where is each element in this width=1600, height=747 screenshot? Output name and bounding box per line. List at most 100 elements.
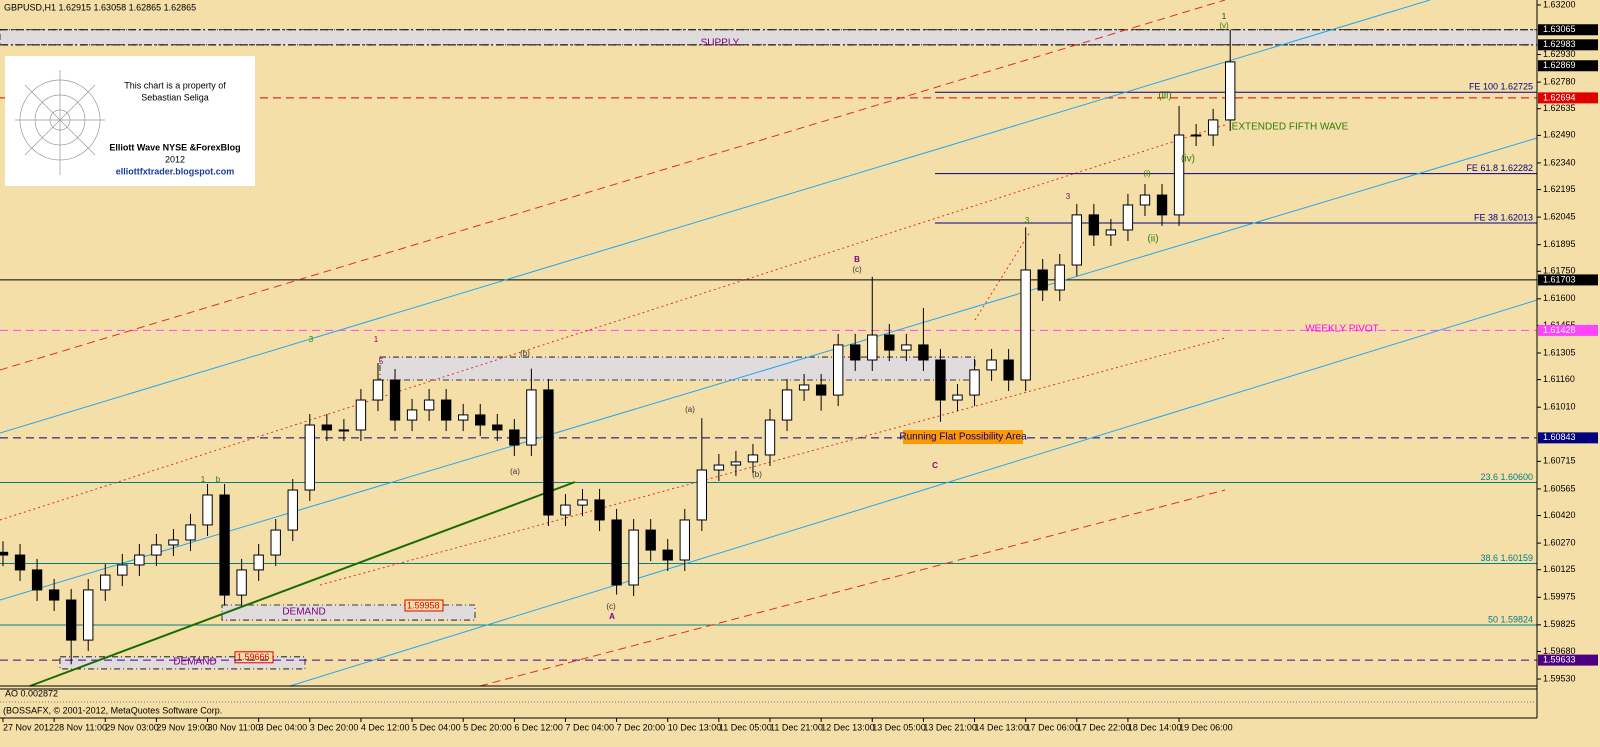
x-tick-label: 17 Dec 06:00 [1026,722,1080,732]
footer: (BOSSAFX, © 2001-2012, MetaQuotes Softwa… [3,705,222,715]
level-label: 1.60843 [1543,432,1576,442]
candle-body [764,419,776,456]
candle-body [151,544,162,556]
channel-line [319,337,1226,586]
x-tick-label: 7 Dec 20:00 [617,722,666,732]
candle-body [935,359,946,401]
x-tick-label: 11 Dec 05:00 [719,722,772,732]
annotation: (ii) [1147,234,1158,245]
level-label: 1.59633 [1543,654,1576,664]
watermark-text: This chart is a property of [124,80,226,90]
y-tick-label: 1.59530 [1543,673,1576,683]
candle-body [645,529,656,551]
annotation: (b) [520,349,530,358]
annotation: (iii) [1158,91,1171,102]
candle-body [1207,119,1219,136]
candle-body [884,334,895,351]
level-label: 1.63065 [1543,24,1576,34]
annotation: (c) [606,602,616,611]
candle-body [832,344,844,396]
candle-body [577,499,588,506]
candle-body [850,344,861,361]
header: GBPUSD,H1 1.62915 1.63058 1.62865 1.6286… [4,2,196,12]
candle-body [492,424,503,431]
indicator-label: AO 0.002872 [5,688,58,698]
candle-body [1088,214,1100,236]
y-tick-label: 1.61750 [1543,266,1576,276]
x-tick-label: 10 Dec 13:00 [668,722,722,732]
candle-body [560,504,571,516]
annotation: 5 [379,357,384,366]
y-tick-label: 1.60715 [1543,456,1576,466]
y-tick-label: 1.61895 [1543,239,1576,249]
candle-body [1003,359,1014,381]
x-tick-label: 5 Dec 04:00 [412,722,461,732]
candle-body [0,551,9,556]
annotation: 3 [309,335,314,344]
candle-body [253,554,264,571]
level-label: 1.61428 [1543,325,1576,335]
candle-body [986,359,997,371]
level-label-box [1538,60,1598,72]
x-tick-label: 6 Dec 12:00 [514,722,563,732]
annotation: EXTENDED FIFTH WAVE [1232,122,1349,133]
candle-body [372,379,384,401]
annotation: 3 [1066,192,1071,201]
candle-body [65,599,77,641]
x-tick-label: 29 Nov 19:00 [156,722,210,732]
annotation: C [932,461,938,470]
candle-body [969,369,980,396]
watermark: This chart is a property of Sebastian Se… [5,56,255,186]
x-tick-label: 4 Dec 12:00 [361,722,410,732]
annotation: Running Flat Possibility Area [899,432,1027,443]
wave-line [974,231,1031,321]
level-label-box [1538,92,1598,104]
candle-body [202,494,213,526]
x-tick-label: 3 Dec 20:00 [310,722,359,732]
fib-label: 50 1.59824 [1488,614,1533,624]
annotation-box [903,430,1023,444]
candle-body [1020,269,1031,381]
y-tick-label: 1.60270 [1543,537,1576,547]
candle-body [440,399,452,421]
annotation: 1 [374,335,379,344]
channels [0,0,1538,687]
x-tick-label: 29 Nov 03:00 [105,722,159,732]
level-label-box [1538,432,1598,444]
candle-body [219,494,230,596]
candle-body [1156,194,1168,216]
candle-body [270,529,281,556]
candle-body [730,461,742,466]
watermark-box [5,56,255,186]
candle-body [287,489,298,531]
zone-label: 1.59666 [237,652,270,662]
y-tick-label: 1.61600 [1543,293,1576,303]
candle-body [901,344,912,351]
candle-body [1225,61,1236,121]
watermark-text: 2012 [165,154,185,164]
channel-line [0,0,1431,434]
candle-body [389,379,401,421]
annotation: A [609,612,615,621]
x-tick-label: 7 Dec 04:00 [565,722,614,732]
y-tick-label: 1.61305 [1543,347,1576,357]
annotation: 1 [201,475,206,484]
fib-label: FE 100 1.62725 [1469,82,1533,92]
channel-line [0,137,1538,601]
fib-label: FE 38 1.62013 [1474,212,1533,222]
level-label-box [1538,274,1598,286]
level-label: 1.61703 [1543,274,1576,284]
level-label: 1.62983 [1543,39,1576,49]
zone [379,356,976,381]
candle-body [679,519,690,561]
level-label-box [1538,654,1598,666]
x-tick-label: 14 Dec 13:00 [975,722,1029,732]
candle-body [31,569,43,591]
candle-body [423,399,435,411]
candle-body [134,554,145,566]
annotation: (a) [685,405,695,414]
candle-body [117,564,128,576]
candle-body [1122,204,1134,231]
annotation: 3 [1025,216,1030,225]
